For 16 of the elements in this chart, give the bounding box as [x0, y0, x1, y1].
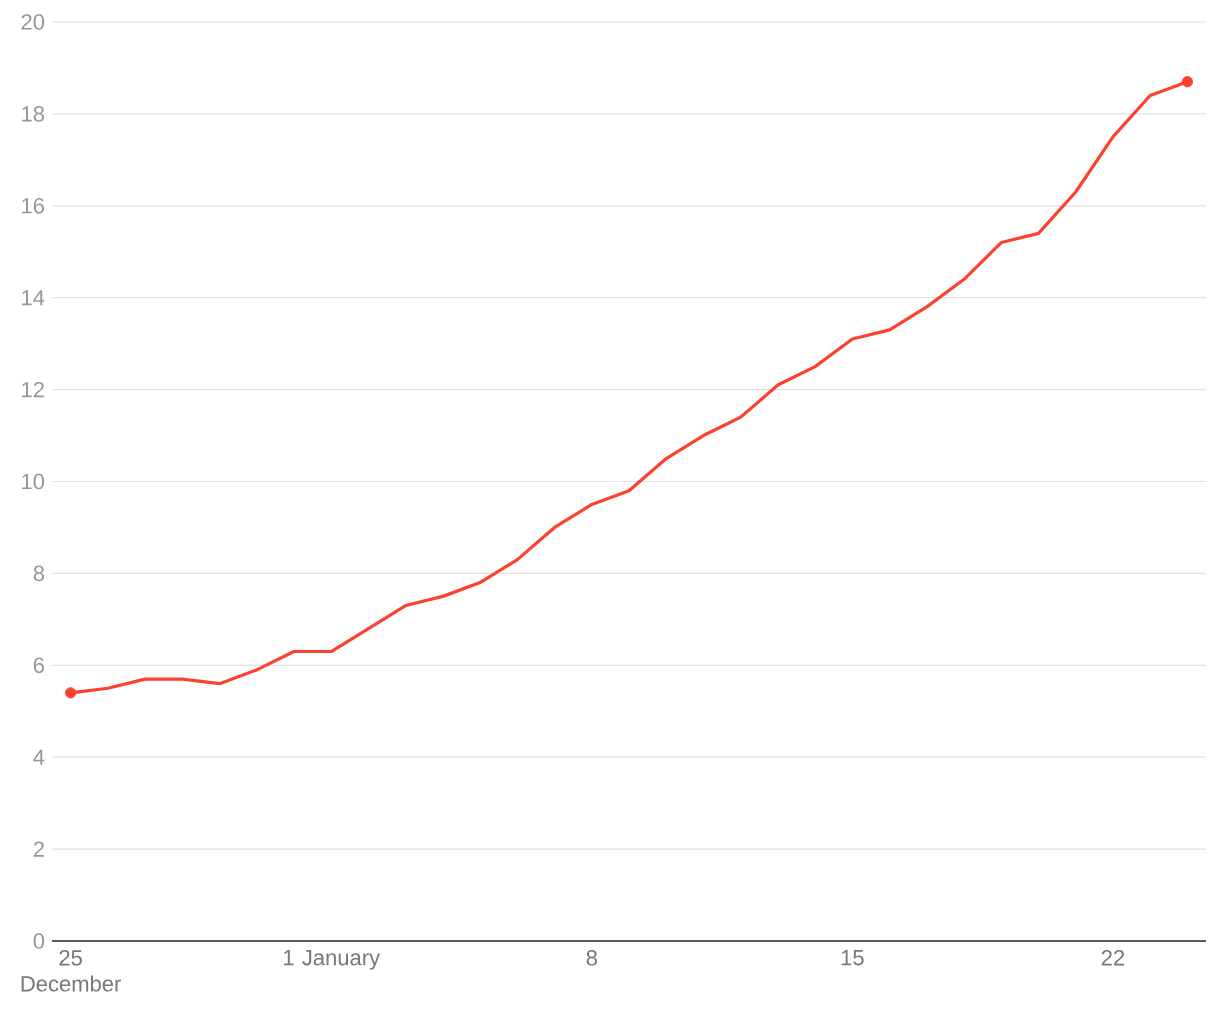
x-tick-label: 22 [1101, 950, 1125, 966]
y-tick-label: 8 [33, 565, 45, 582]
y-tick-label: 14 [22, 290, 45, 306]
y-tick-label: 16 [22, 197, 44, 214]
x-tick-label: 15 [841, 950, 864, 966]
y-tick-label: 18 [22, 106, 44, 122]
y-tick-label: 6 [33, 657, 45, 674]
y-tick-label: 20 [21, 14, 45, 30]
y-tick-label: 12 [22, 381, 44, 398]
x-tick-label: 8 [586, 950, 597, 966]
y-tick-label: 2 [33, 841, 44, 857]
y-tick-label: 10 [22, 473, 45, 490]
y-tick-label: 4 [33, 749, 45, 765]
x-tick-label: 25 December [21, 950, 121, 992]
x-tick-label: 1 January [283, 950, 381, 970]
y-tick-label: 0 [33, 933, 45, 949]
